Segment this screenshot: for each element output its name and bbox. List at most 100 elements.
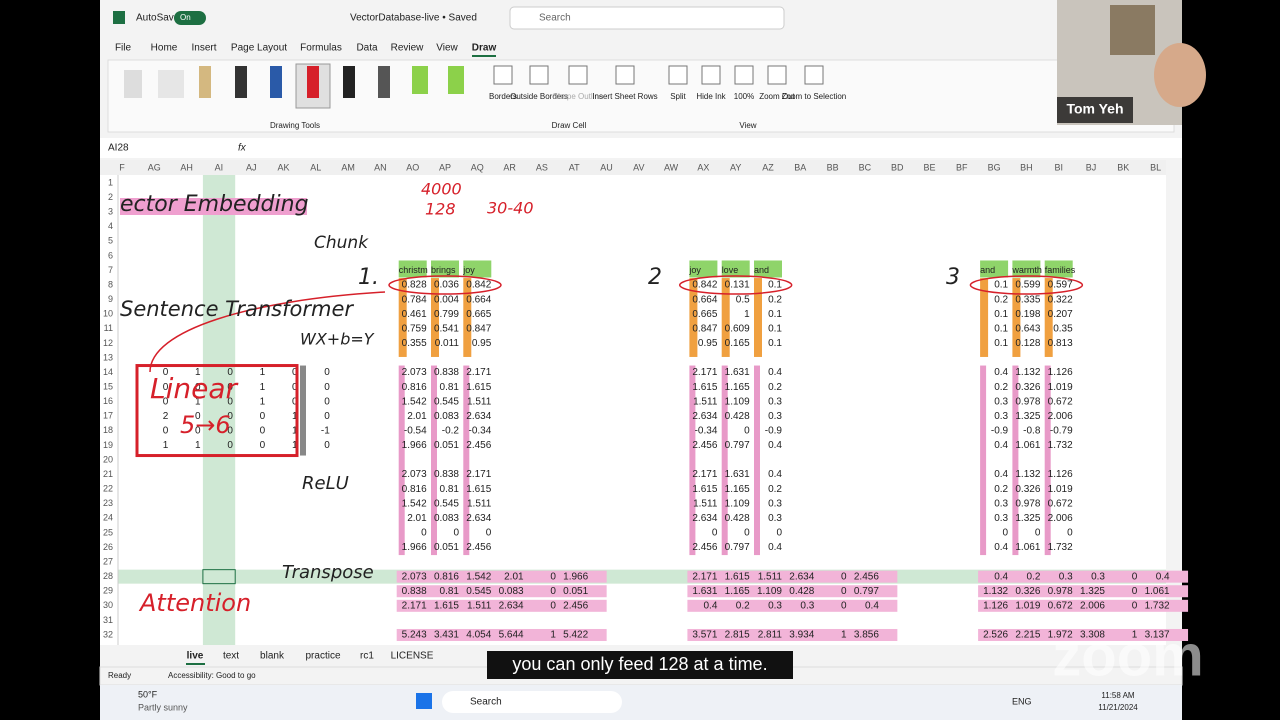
cell: 0 (841, 571, 847, 582)
cell: 0 (163, 426, 169, 437)
column-header: BB (827, 162, 839, 172)
cell: 0 (1067, 528, 1073, 539)
taskbar-search[interactable] (442, 691, 622, 713)
cell: 0 (292, 382, 298, 393)
column-header: AW (664, 162, 679, 172)
column-header: AM (341, 162, 355, 172)
cell: 0.4 (994, 440, 1008, 451)
cell: 0 (324, 411, 330, 422)
menu-tab[interactable]: Insert (191, 43, 216, 54)
highlighter[interactable] (412, 66, 428, 94)
cell: 1.511 (693, 498, 718, 509)
cell: 0.816 (434, 571, 459, 582)
cell: 0.335 (1015, 294, 1040, 305)
autosave-toggle[interactable] (174, 11, 206, 25)
toggle-label: On (180, 13, 191, 22)
cell: 0 (195, 382, 201, 393)
ribbon-button[interactable]: 100% (734, 92, 754, 101)
cell: 0.004 (434, 294, 459, 305)
column-header: AY (730, 162, 741, 172)
menu-tab[interactable]: View (436, 43, 458, 54)
sheet-tab[interactable]: practice (305, 651, 340, 662)
pen[interactable] (378, 66, 390, 98)
menu-tab[interactable]: Home (151, 43, 178, 54)
ribbon-button[interactable]: Split (670, 92, 686, 101)
cell: 0 (324, 396, 330, 407)
ribbon-icon[interactable] (568, 65, 588, 85)
pen[interactable] (235, 66, 247, 98)
column-header-bar (100, 160, 1166, 175)
cell: 1.132 (983, 586, 1008, 597)
header-highlight (463, 260, 492, 278)
ribbon-button[interactable]: Borders (489, 92, 517, 101)
column-header: BF (956, 162, 968, 172)
clock-date: 11/21/2024 (1098, 703, 1138, 712)
menu-tab[interactable]: File (115, 43, 132, 54)
ribbon-icon[interactable] (668, 65, 688, 85)
cell: 0 (550, 586, 556, 597)
cell: 0.4 (994, 367, 1008, 378)
cell: 0.128 (1015, 338, 1040, 349)
ribbon-button[interactable]: Zoom to Selection (782, 92, 846, 101)
ribbon-button[interactable]: Shape Outline (553, 92, 604, 101)
orange-bar (689, 278, 698, 357)
pink-row (978, 585, 1189, 598)
ribbon-icon[interactable] (493, 65, 513, 85)
ribbon-icon[interactable] (804, 65, 824, 85)
temperature: 50°F (138, 689, 158, 699)
menu-tab[interactable]: Review (391, 43, 425, 54)
header-highlight (431, 260, 459, 278)
cell: 2.215 (1015, 630, 1040, 641)
participant-name: Tom Yeh (1066, 101, 1123, 117)
highlighter[interactable] (448, 66, 464, 94)
cell: -0.34 (469, 426, 492, 437)
sheet-tab[interactable]: text (223, 651, 239, 662)
cell: 1 (841, 630, 847, 641)
pen[interactable] (343, 66, 355, 98)
column-header: AU (600, 162, 613, 172)
menu-tab[interactable]: Formulas (300, 43, 342, 54)
ribbon-icon[interactable] (701, 65, 721, 85)
cell: 2.006 (1048, 513, 1073, 524)
search-box[interactable] (509, 6, 785, 30)
cell: 0.1 (994, 338, 1008, 349)
search-label: Search (539, 13, 571, 24)
sheet-tab[interactable]: live (187, 651, 204, 662)
select-tool[interactable] (124, 70, 142, 98)
header-highlight (1044, 260, 1073, 278)
menu-tab[interactable]: Page Layout (231, 43, 287, 54)
name-box[interactable]: AI28 (108, 143, 129, 154)
ribbon-button[interactable]: Hide Ink (696, 92, 726, 101)
pen[interactable] (270, 66, 282, 98)
ribbon-icon[interactable] (615, 65, 635, 85)
row-header: 3 (108, 207, 113, 217)
ribbon-button[interactable]: Zoom Out (759, 92, 795, 101)
start-button[interactable] (416, 693, 432, 709)
cell: 2.456 (563, 600, 588, 611)
cell: 0 (163, 367, 169, 378)
cell: 0.672 (1048, 498, 1073, 509)
cell: 0.978 (1015, 396, 1040, 407)
ribbon-icon[interactable] (767, 65, 787, 85)
pen[interactable] (199, 66, 211, 98)
lasso-tool[interactable] (158, 70, 184, 98)
sheet-tab[interactable]: LICENSE (391, 651, 434, 662)
cell: 0.1 (768, 323, 782, 334)
cell: 1.542 (402, 498, 427, 509)
autosave: AutoSave (136, 13, 180, 24)
orange-bar (754, 278, 762, 357)
ribbon-button[interactable]: Outside Borders (510, 92, 568, 101)
menu-tab[interactable]: Data (356, 43, 378, 54)
column-header: BJ (1086, 162, 1097, 172)
cell: 0.545 (466, 586, 491, 597)
sheet-tab[interactable]: blank (260, 651, 285, 662)
ribbon-icon[interactable] (734, 65, 754, 85)
cell: 1.165 (725, 382, 750, 393)
cell: 0 (421, 528, 427, 539)
ribbon-button[interactable]: Insert Sheet Rows (592, 92, 657, 101)
ink-annotation: Linear (150, 372, 239, 405)
sheet-tab[interactable]: rc1 (360, 651, 374, 662)
menu-tab[interactable]: Draw (472, 43, 497, 54)
ribbon-icon[interactable] (529, 65, 549, 85)
pen[interactable] (307, 66, 319, 98)
